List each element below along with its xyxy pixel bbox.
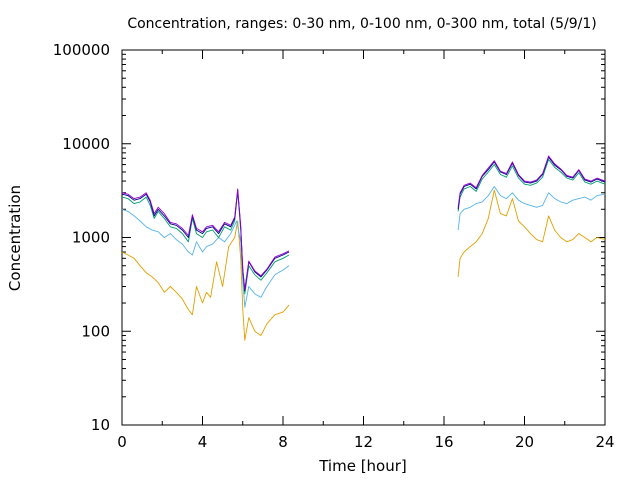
series-2 bbox=[121, 159, 606, 295]
x-tick-label: 24 bbox=[595, 433, 614, 451]
series-4 bbox=[121, 155, 606, 290]
y-axis-title: Concentration bbox=[6, 185, 24, 291]
series-layer bbox=[121, 155, 606, 341]
series-line bbox=[457, 155, 606, 208]
x-tick-label: 4 bbox=[198, 433, 208, 451]
y-tick-label: 100 bbox=[81, 322, 110, 340]
series-line bbox=[121, 189, 290, 292]
series-line bbox=[121, 208, 290, 308]
y-axis: 10 100 1000 10000 100000 bbox=[53, 41, 605, 434]
series-0 bbox=[121, 189, 606, 341]
x-tick-label: 20 bbox=[515, 433, 534, 451]
y-tick-label: 1000 bbox=[72, 229, 110, 247]
series-1 bbox=[121, 186, 606, 308]
x-tick-label: 0 bbox=[117, 433, 127, 451]
x-axis: 0 4 8 12 16 20 24 bbox=[117, 50, 615, 451]
y-tick-label: 10 bbox=[91, 416, 110, 434]
series-3 bbox=[121, 156, 606, 292]
x-tick-label: 16 bbox=[434, 433, 453, 451]
y-tick-label: 10000 bbox=[62, 135, 110, 153]
chart-title: Concentration, ranges: 0-30 nm, 0-100 nm… bbox=[127, 16, 596, 32]
x-axis-title: Time [hour] bbox=[318, 457, 407, 475]
series-line bbox=[121, 220, 290, 341]
series-line bbox=[457, 186, 606, 231]
y-tick-label: 100000 bbox=[53, 41, 110, 59]
series-line bbox=[121, 188, 290, 290]
series-line bbox=[121, 190, 290, 295]
x-tick-label: 12 bbox=[354, 433, 373, 451]
series-line bbox=[457, 156, 606, 210]
x-tick-label: 8 bbox=[278, 433, 288, 451]
series-line bbox=[457, 189, 606, 277]
series-line bbox=[457, 159, 606, 212]
plot-area bbox=[121, 49, 606, 426]
